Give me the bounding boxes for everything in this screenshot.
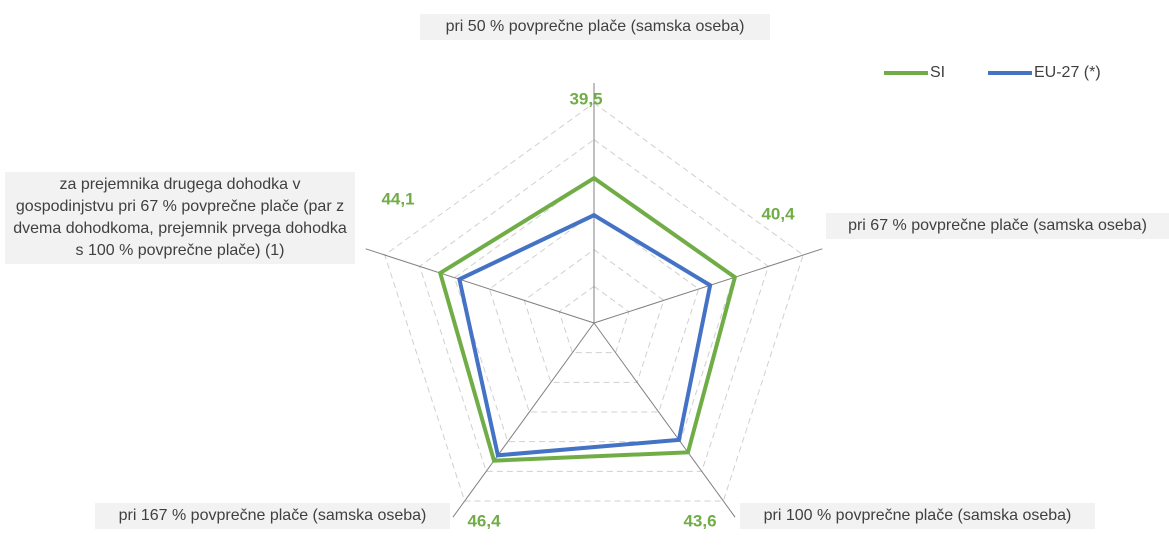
- legend-label: EU-27 (*): [1034, 64, 1101, 81]
- series-line: [457, 212, 713, 458]
- axis-line: [593, 322, 736, 518]
- axis-label: pri 67 % povprečne plače (samska oseba): [826, 213, 1169, 239]
- legend-item: EU-27 (*): [988, 64, 1101, 82]
- data-label: 46,4: [467, 511, 501, 530]
- series-line: [437, 175, 738, 463]
- legend-swatch: [884, 71, 928, 75]
- axis-line: [365, 248, 595, 324]
- grid-ring: [488, 212, 700, 413]
- axis-label: za prejemnika drugega dohodka v gospodin…: [5, 172, 355, 264]
- legend-label: SI: [930, 64, 946, 81]
- grid-ring: [558, 285, 630, 354]
- data-label: 39,5: [569, 89, 602, 108]
- grid-ring: [384, 102, 804, 502]
- legend-swatch: [988, 71, 1032, 75]
- data-label: 43,6: [683, 511, 716, 530]
- data-label: 40,4: [761, 204, 795, 223]
- data-label: 44,1: [381, 189, 414, 208]
- axis-label: pri 100 % povprečne plače (samska oseba): [740, 503, 1095, 529]
- axis-label: pri 167 % povprečne plače (samska oseba): [95, 503, 450, 529]
- grid-ring: [523, 249, 665, 383]
- axis-line: [452, 322, 595, 518]
- axis-label: pri 50 % povprečne plače (samska oseba): [420, 14, 770, 40]
- legend-item: SI: [884, 64, 945, 82]
